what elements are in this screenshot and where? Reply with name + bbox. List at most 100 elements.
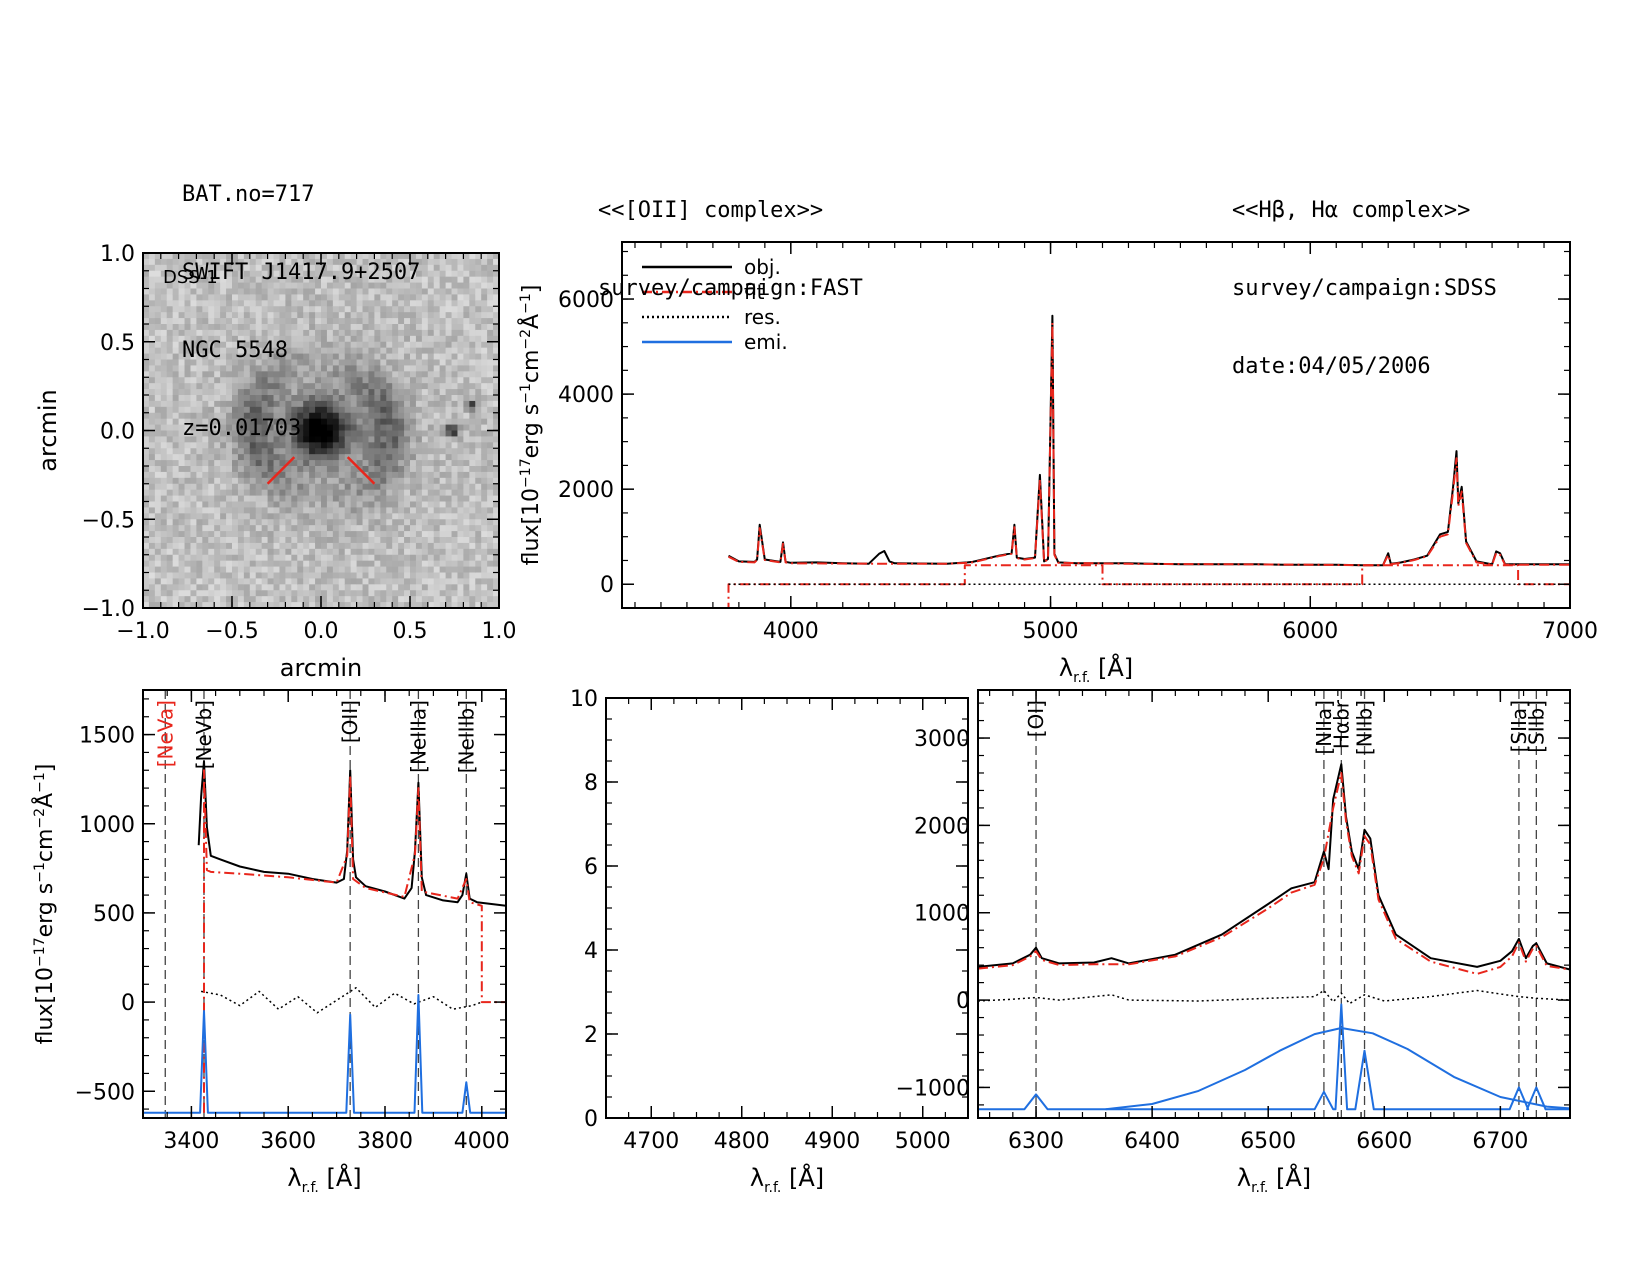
image-pixel [143,566,150,574]
image-pixel [232,572,239,580]
image-pixel [380,542,387,550]
image-pixel [427,276,435,284]
image-pixel [421,519,429,526]
image-pixel [202,359,209,367]
image-pixel [249,306,257,313]
image-pixel [356,264,364,272]
image-pixel [190,400,197,408]
image-pixel [178,507,186,514]
image-pixel [415,347,423,355]
image-pixel [273,602,281,608]
image-pixel [469,412,476,420]
image-ytick-label: 0.5 [100,331,135,356]
image-pixel [321,477,328,485]
image-pixel [487,418,494,426]
image-pixel [481,436,488,443]
image-pixel [374,300,381,307]
image-pixel [362,495,370,503]
image-pixel [398,460,405,467]
image-pixel [285,442,292,449]
image-pixel [291,258,298,266]
image-pixel [237,324,245,331]
image-pixel [261,282,269,290]
image-pixel [439,264,447,272]
image-pixel [392,578,399,585]
image-pixel [196,471,203,479]
image-pixel [326,495,334,503]
image-pixel [249,525,257,532]
image-pixel [421,341,429,349]
image-pixel [368,489,375,497]
image-pixel [291,329,298,337]
image-pixel [321,578,328,585]
image-pixel [166,507,174,514]
image-pixel [356,282,364,290]
image-pixel [321,329,328,337]
image-pixel [166,442,174,449]
image-pixel [481,525,488,532]
image-pixel [356,347,364,355]
image-pixel [232,483,239,491]
image-pixel [273,495,281,503]
image-pixel [386,596,393,603]
image-pixel [208,377,215,384]
image-pixel [279,395,286,402]
image-pixel [457,400,464,408]
image-pixel [202,525,209,532]
image-pixel [166,341,174,349]
image-pixel [267,590,275,597]
image-pixel [208,596,215,603]
image-pixel [249,389,257,396]
image-pixel [143,590,150,597]
image-pixel [279,371,286,378]
image-pixel [433,471,441,479]
image-pixel [427,466,435,473]
image-pixel [279,525,286,532]
image-pixel [481,377,488,384]
image-pixel [326,318,334,325]
image-pixel [481,578,488,585]
image-pixel [451,448,459,455]
image-pixel [261,442,269,449]
image-pixel [410,318,417,325]
image-pixel [350,395,358,402]
image-pixel [309,395,316,402]
image-pixel [463,590,470,597]
halpha-survey: survey/campaign:SDSS [1232,276,1497,301]
image-pixel [279,489,286,497]
image-pixel [208,365,215,372]
image-pixel [166,300,174,307]
image-pixel [493,477,499,485]
hbeta-xtick-label: 4800 [714,1129,770,1154]
image-pixel [166,554,174,562]
image-pixel [374,548,381,556]
image-pixel [273,341,281,349]
image-pixel [297,389,304,396]
image-pixel [398,365,405,372]
image-pixel [184,335,192,343]
image-pixel [220,300,227,307]
image-pixel [178,377,186,384]
image-pixel [220,590,227,597]
image-pixel [154,258,162,266]
image-pixel [166,306,174,313]
image-pixel [309,365,316,372]
image-pixel [321,507,328,514]
image-pixel [196,489,203,497]
image-pixel [160,335,168,343]
image-pixel [172,359,180,367]
image-pixel [243,312,251,319]
image-pixel [344,430,352,438]
image-pixel [493,294,499,301]
image-pixel [226,542,233,550]
image-pixel [178,566,186,574]
object-info: BAT.no=717 SWIFT J1417.9+2507 NGC 5548 z… [182,130,420,468]
image-pixel [285,288,292,296]
image-pixel [184,519,192,526]
image-pixel [332,395,340,402]
image-pixel [368,406,375,414]
image-pixel [196,436,203,443]
image-pixel [421,400,429,408]
image-pixel [237,365,245,372]
image-pixel [481,282,488,290]
